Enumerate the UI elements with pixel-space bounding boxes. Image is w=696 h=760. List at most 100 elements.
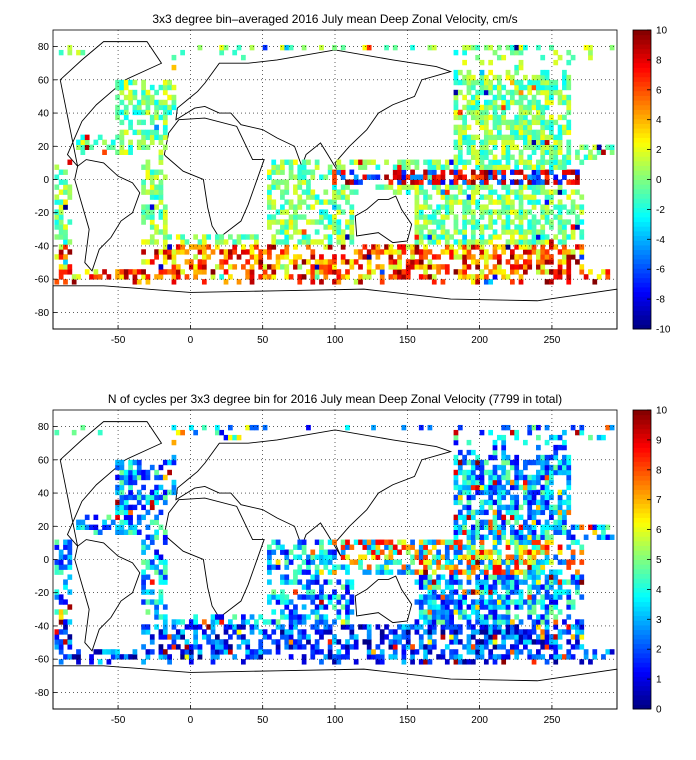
data-bin xyxy=(518,599,524,605)
data-bin xyxy=(345,194,350,200)
colorbar-segment xyxy=(633,277,651,283)
data-bin xyxy=(410,659,415,665)
data-bin xyxy=(271,264,277,270)
data-bin xyxy=(284,239,290,245)
data-bin xyxy=(323,549,329,555)
data-bin xyxy=(397,169,402,175)
data-bin xyxy=(518,129,524,136)
data-bin xyxy=(488,599,494,605)
data-bin xyxy=(366,564,372,570)
colorbar-segment xyxy=(633,424,651,430)
data-bin xyxy=(323,174,329,180)
data-bin xyxy=(379,274,385,280)
data-bin xyxy=(501,184,507,190)
data-bin xyxy=(227,249,233,255)
data-bin xyxy=(245,654,251,660)
x-tick-label: 0 xyxy=(188,335,194,346)
data-bin xyxy=(514,614,520,620)
data-bin xyxy=(505,474,511,481)
data-bin xyxy=(401,159,407,165)
data-bin xyxy=(297,539,303,545)
colorbar-segment xyxy=(633,671,651,677)
data-bin xyxy=(496,489,502,496)
data-bin xyxy=(171,459,177,466)
data-bin xyxy=(310,174,316,180)
data-bin xyxy=(128,514,133,521)
data-bin xyxy=(557,489,563,496)
data-bin xyxy=(579,424,585,431)
colorbar-segment xyxy=(633,461,651,467)
colorbar-segment xyxy=(633,160,651,166)
data-bin xyxy=(375,164,381,170)
data-bin xyxy=(553,659,559,665)
data-bin xyxy=(475,649,481,655)
data-bin xyxy=(423,269,428,275)
colorbar-segment xyxy=(633,680,651,687)
data-bin xyxy=(162,84,168,91)
data-bin xyxy=(284,244,290,250)
data-bin xyxy=(505,139,511,146)
data-bin xyxy=(449,639,454,645)
data-bin xyxy=(149,559,155,565)
data-bin xyxy=(184,274,190,280)
chart-title: N of cycles per 3x3 degree bin for 2016 … xyxy=(107,392,563,406)
colorbar-segment xyxy=(633,498,651,504)
colorbar-segment xyxy=(633,44,651,50)
data-bin xyxy=(492,199,498,205)
data-bin xyxy=(466,649,472,655)
data-bin xyxy=(518,619,524,625)
data-bin xyxy=(154,104,159,111)
data-bin xyxy=(544,84,550,91)
data-bin xyxy=(475,459,481,466)
data-bin xyxy=(557,459,563,466)
data-bin xyxy=(505,584,511,590)
data-bin xyxy=(323,604,329,610)
data-bin xyxy=(557,634,563,640)
data-bin xyxy=(392,269,398,275)
data-bin xyxy=(145,214,151,220)
data-bin xyxy=(89,524,94,530)
data-bin xyxy=(549,169,554,175)
data-bin xyxy=(149,579,155,585)
data-bin xyxy=(536,104,541,111)
data-bin xyxy=(414,629,420,635)
data-bin xyxy=(509,139,515,146)
data-bin xyxy=(427,579,433,585)
data-bin xyxy=(314,639,320,645)
data-bin xyxy=(162,459,168,466)
data-bin xyxy=(523,74,528,81)
data-bin xyxy=(423,609,428,615)
data-bin xyxy=(158,209,164,215)
data-bin xyxy=(288,559,294,565)
data-bin xyxy=(275,639,281,645)
data-bin xyxy=(575,584,580,590)
data-bin xyxy=(136,514,142,521)
data-bin xyxy=(405,639,411,645)
data-bin xyxy=(475,509,481,516)
data-bin xyxy=(523,234,528,240)
data-bin xyxy=(457,509,463,516)
data-bin xyxy=(219,614,225,620)
data-bin xyxy=(249,274,255,280)
data-bin xyxy=(531,559,537,565)
data-bin xyxy=(523,534,528,540)
data-bin xyxy=(423,619,428,625)
data-bin xyxy=(310,559,316,565)
data-bin xyxy=(119,469,125,476)
data-bin xyxy=(483,274,489,280)
data-bin xyxy=(54,609,60,615)
data-bin xyxy=(557,229,563,235)
data-bin xyxy=(518,534,524,540)
data-bin xyxy=(470,224,476,230)
data-bin xyxy=(453,249,459,255)
data-bin xyxy=(483,634,489,640)
data-bin xyxy=(214,244,220,250)
data-bin xyxy=(431,44,437,51)
data-bin xyxy=(271,589,277,595)
data-bin xyxy=(488,594,494,600)
data-bin xyxy=(575,174,580,180)
data-bin xyxy=(236,634,242,640)
data-bin xyxy=(397,164,402,170)
data-bin xyxy=(197,249,203,255)
data-bin xyxy=(509,584,515,590)
